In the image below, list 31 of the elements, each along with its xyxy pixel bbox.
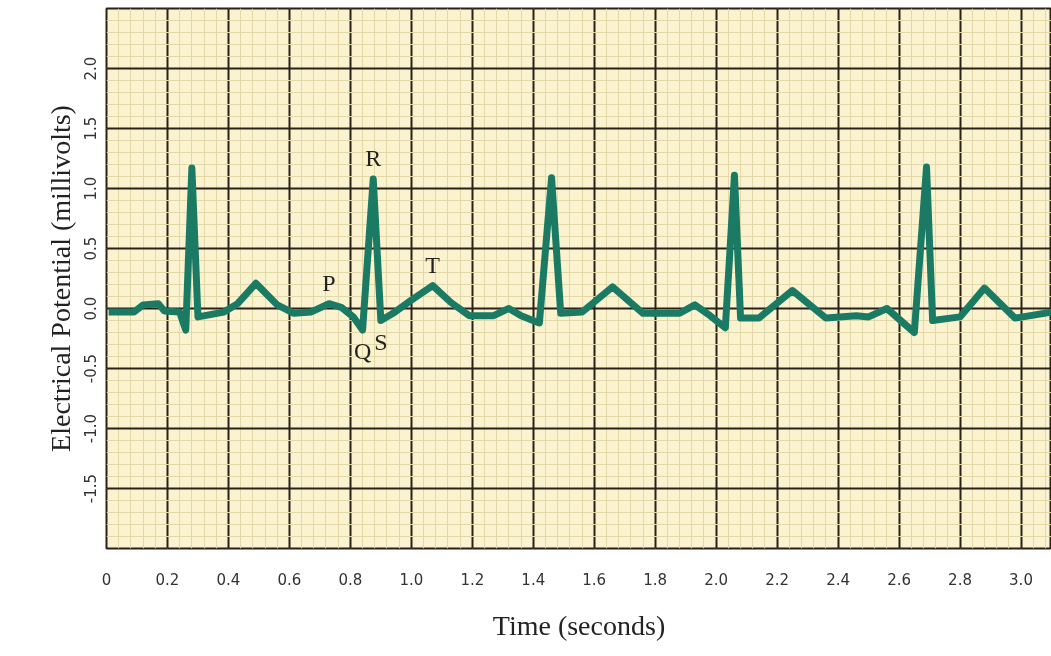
annotation: R — [365, 144, 382, 171]
x-tick-label: 2.4 — [826, 570, 851, 589]
x-tick-label: 2.6 — [887, 570, 912, 589]
annotation: P — [322, 269, 336, 296]
y-tick-label: 2.0 — [81, 56, 100, 81]
y-tick-label: 0.0 — [81, 296, 100, 321]
y-tick-label: 0.5 — [81, 236, 100, 261]
annotation: Q — [353, 338, 372, 365]
x-tick-label: 0 — [101, 570, 112, 589]
annotation: S — [374, 328, 388, 355]
x-tick-label: 1.2 — [460, 570, 485, 589]
x-tick-label: 0.2 — [155, 570, 180, 589]
y-tick-label: -1.0 — [81, 413, 100, 444]
x-tick-label: 2.8 — [948, 570, 972, 589]
x-tick-label: 0.8 — [338, 570, 363, 589]
y-axis-title: Electrical Potential (millivolts) — [44, 105, 76, 452]
x-tick-label: 0.4 — [216, 570, 241, 589]
x-axis-title: Time (seconds) — [492, 609, 666, 641]
x-tick-label: 1.0 — [399, 570, 424, 589]
x-tick-label: 2.2 — [765, 570, 790, 589]
y-tick-label: 1.0 — [81, 176, 100, 201]
y-tick-label: -1.5 — [81, 473, 100, 504]
annotation: T — [425, 251, 441, 278]
y-tick-label: -0.5 — [81, 353, 100, 384]
x-tick-label: 1.8 — [643, 570, 668, 589]
x-tick-label: 1.6 — [582, 570, 607, 589]
x-tick-label: 0.6 — [277, 570, 302, 589]
x-tick-label: 2.0 — [704, 570, 729, 589]
x-tick-label: 1.4 — [521, 570, 546, 589]
x-tick-label: 3.0 — [1009, 570, 1033, 589]
y-tick-label: 1.5 — [81, 116, 100, 141]
